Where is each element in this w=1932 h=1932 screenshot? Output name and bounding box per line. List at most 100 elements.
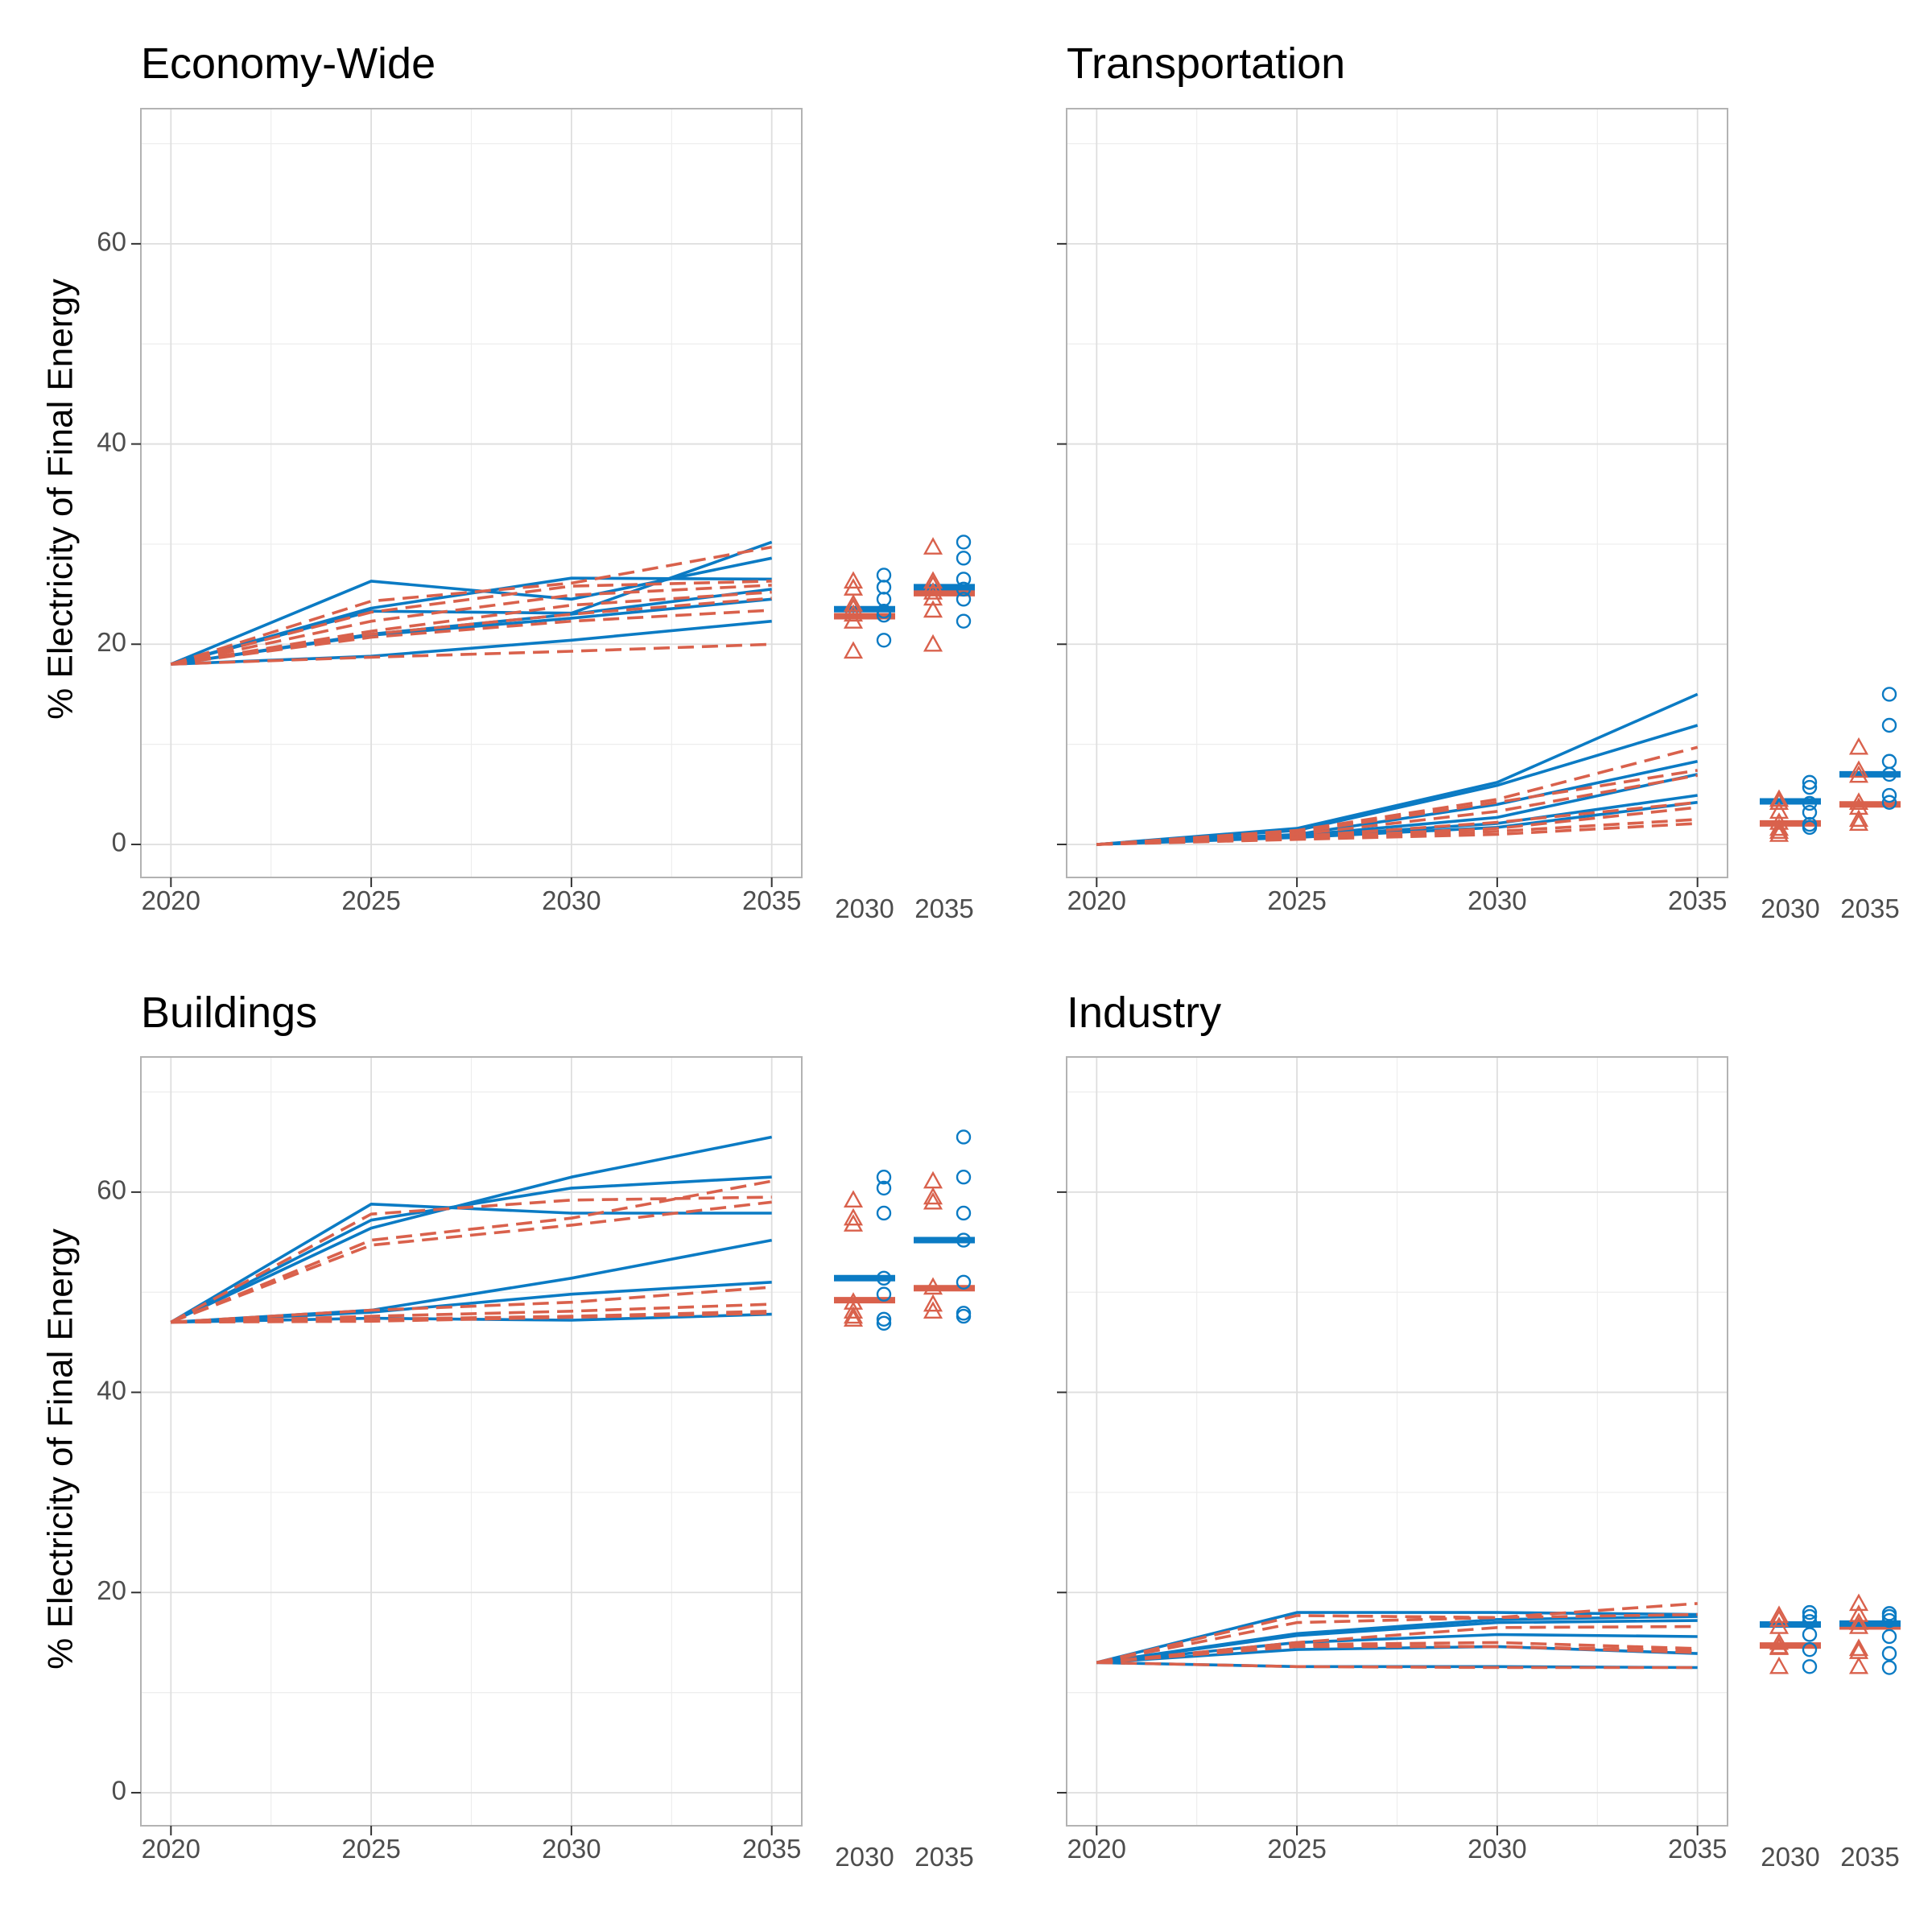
triangle-marker	[843, 611, 864, 629]
circle-marker	[956, 535, 972, 550]
triangle-marker	[923, 1187, 943, 1205]
triangle-marker	[843, 641, 864, 659]
circle-marker	[876, 1286, 892, 1302]
series-line-dashed	[170, 545, 773, 666]
circle-marker	[1881, 787, 1897, 803]
series-line-solid	[1096, 1619, 1698, 1665]
triangle-marker	[843, 571, 864, 589]
triangle-marker	[843, 604, 864, 622]
circle-marker	[956, 1129, 972, 1145]
triangle-marker	[1769, 792, 1790, 810]
series-line-dashed	[171, 642, 772, 666]
circle-marker	[1881, 717, 1897, 733]
triangle-marker	[1848, 1616, 1869, 1634]
x-tick-label: 2020	[1067, 1834, 1126, 1864]
triangle-marker	[843, 1306, 864, 1324]
circle-marker	[876, 1315, 892, 1331]
series-line-dashed	[171, 1302, 772, 1324]
series-line-dashed	[171, 590, 772, 666]
series-line-dashed	[1096, 1661, 1698, 1670]
circle-marker	[876, 1180, 892, 1196]
circle-marker	[1802, 1641, 1818, 1657]
side-category-label: 2035	[914, 1842, 973, 1872]
triangle-marker	[1769, 1632, 1790, 1650]
y-tick-label: 20	[97, 627, 126, 657]
triangle-marker	[1848, 809, 1869, 828]
triangle-marker	[1848, 813, 1869, 832]
x-tick-label: 2030	[542, 1834, 601, 1864]
x-tick-label: 2025	[1267, 1834, 1326, 1864]
y-tick-label: 0	[112, 828, 126, 857]
panel-title: Buildings	[141, 989, 317, 1037]
triangle-marker	[843, 1309, 864, 1327]
circle-marker	[1881, 687, 1897, 702]
series-line-dashed	[1096, 1602, 1698, 1665]
circle-marker	[956, 592, 972, 607]
x-tick-label: 2025	[1267, 886, 1326, 915]
triangle-marker	[1848, 1604, 1869, 1622]
circle-marker	[876, 1170, 892, 1185]
side-category-label: 2030	[1761, 894, 1819, 923]
plot-frame	[1066, 1056, 1728, 1827]
circle-marker	[1802, 1608, 1818, 1624]
triangle-marker	[843, 1190, 864, 1208]
x-tick-label: 2020	[1067, 886, 1126, 915]
series-line-dashed	[1096, 822, 1698, 846]
triangle-marker	[1848, 760, 1869, 778]
side-category-label: 2030	[835, 894, 894, 923]
side-category-label: 2035	[1840, 894, 1899, 923]
circle-marker	[1802, 1659, 1818, 1674]
circle-marker	[1881, 1645, 1897, 1662]
circle-marker	[956, 1205, 972, 1221]
triangle-marker	[923, 1191, 943, 1210]
triangle-marker	[1769, 1605, 1790, 1624]
series-line-dashed	[171, 1311, 772, 1324]
series-line-solid	[1096, 1611, 1698, 1665]
side-category-label: 2035	[914, 894, 973, 923]
circle-marker	[876, 1205, 892, 1221]
circle-marker	[1881, 1612, 1897, 1629]
circle-marker	[876, 1270, 892, 1286]
panel-plot: 2020 2025 2030 2035 2030 2035	[1057, 108, 1901, 923]
triangle-marker	[843, 1301, 864, 1319]
triangle-marker	[843, 1214, 864, 1232]
circle-marker	[1881, 1608, 1897, 1624]
series-line-dashed	[170, 1195, 772, 1324]
circle-marker	[956, 1308, 972, 1324]
triangle-marker	[1848, 1612, 1869, 1630]
panel-plot: 0 20 40 60 2020 2025 2030 2035 2030 2035	[97, 108, 975, 923]
triangle-marker	[1769, 801, 1790, 819]
circle-marker	[956, 1274, 972, 1290]
series-line-solid	[170, 1135, 773, 1324]
x-tick-label: 2035	[1668, 886, 1727, 915]
series-line-dashed	[170, 584, 772, 666]
series-line-dashed	[171, 1286, 772, 1324]
panel-plot: 0 20 40 60 2020 2025 2030 2035 2030 2035	[97, 1056, 975, 1872]
triangle-marker	[1769, 1656, 1790, 1674]
side-category-label: 2030	[835, 1842, 894, 1872]
triangle-marker	[1769, 789, 1790, 807]
panel-title: Industry	[1067, 989, 1221, 1037]
triangle-marker	[923, 582, 943, 600]
circle-marker	[956, 1232, 972, 1248]
x-tick-label: 2035	[742, 1834, 801, 1864]
x-tick-label: 2035	[742, 886, 801, 915]
x-tick-label: 2030	[542, 886, 601, 915]
plot-frame	[1066, 108, 1728, 878]
x-tick-label: 2025	[341, 886, 400, 915]
circle-marker	[1802, 774, 1818, 791]
series-line-dashed	[170, 1200, 772, 1324]
triangle-marker	[1769, 818, 1790, 836]
circle-marker	[1881, 1660, 1897, 1675]
circle-marker	[1802, 819, 1818, 836]
circle-marker	[956, 551, 972, 566]
triangle-marker	[1769, 1637, 1790, 1655]
panel-plot: 2020 2025 2030 2035 2030 2035	[1057, 1056, 1901, 1872]
circle-marker	[1802, 1627, 1818, 1642]
x-tick-label: 2020	[142, 886, 200, 915]
triangle-marker	[923, 1277, 943, 1295]
circle-marker	[1881, 766, 1897, 782]
circle-marker	[1802, 779, 1818, 795]
panel-industry: Industry	[1067, 989, 1221, 1037]
triangle-marker	[923, 537, 943, 555]
